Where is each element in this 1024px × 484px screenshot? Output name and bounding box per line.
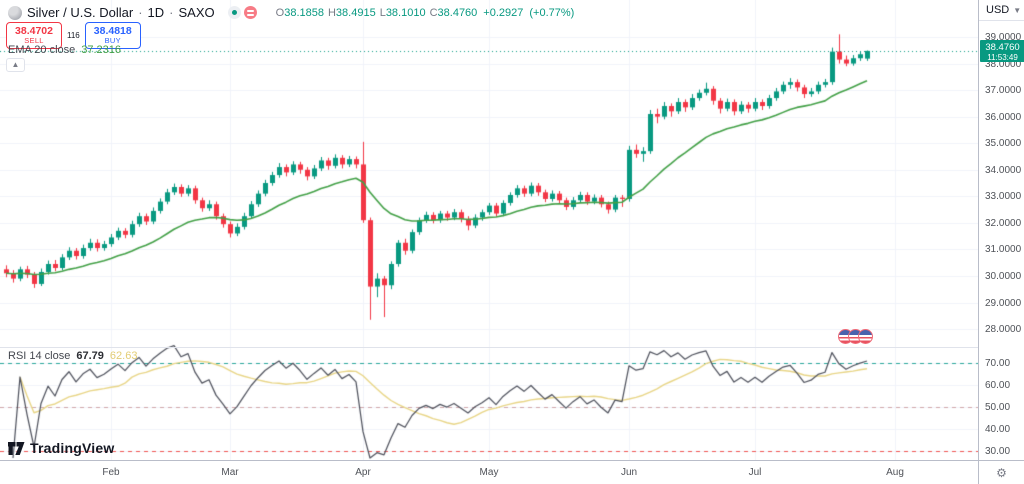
ema-legend[interactable]: EMA 20 close 37.2316 (8, 44, 121, 56)
price-tick-label: 36.0000 (985, 111, 1022, 123)
last-price-badge: 38.4760 11:53:49 (980, 40, 1024, 62)
tradingview-logo[interactable]: TradingView (8, 440, 114, 456)
month-tick-label[interactable]: Apr (355, 467, 371, 478)
currency-label: USD (986, 4, 1010, 16)
chevron-down-icon: ▼ (1013, 5, 1022, 15)
currency-selector[interactable]: USD ▼ (979, 0, 1024, 21)
tradingview-logo-text: TradingView (30, 440, 115, 456)
month-tick-label[interactable]: May (479, 467, 499, 478)
time-axis[interactable]: ⚙ Feb Mar Apr May Jun Jul Aug (0, 460, 1024, 484)
rsi-value: 67.79 (76, 350, 104, 362)
data-info-icon[interactable] (243, 6, 257, 19)
market-status-icon[interactable] (227, 6, 241, 19)
buy-price: 38.4818 (93, 25, 132, 37)
month-tick-label[interactable]: Aug (886, 467, 904, 478)
price-tick-label: 34.0000 (985, 164, 1022, 176)
bar-countdown: 11:53:49 (987, 53, 1018, 62)
spread-value: 116 (62, 31, 85, 40)
symbol-logo-icon (8, 5, 22, 20)
separator: · (169, 5, 174, 20)
rsi-legend[interactable]: RSI 14 close 67.79 62.63 (8, 350, 137, 362)
price-tick-label: 37.0000 (985, 85, 1022, 97)
status-icons (227, 6, 257, 19)
buy-label: BUY (104, 36, 121, 46)
low-value: 38.1010 (385, 6, 426, 19)
price-tick-label: 35.0000 (985, 138, 1022, 150)
price-tick-label: 38.0000 (985, 58, 1022, 70)
month-tick-label[interactable]: Feb (102, 467, 120, 478)
collapse-pane-button[interactable]: ▲ (6, 58, 25, 72)
ema-value: 37.2316 (81, 44, 122, 56)
rsi-tick-label: 70.00 (985, 358, 1011, 369)
sell-label: SELL (24, 36, 44, 46)
change-percent: (+0.77%) (529, 6, 575, 19)
gear-icon[interactable]: ⚙ (996, 466, 1007, 480)
price-tick-label: 33.0000 (985, 191, 1022, 203)
tradingview-mark-icon (8, 441, 25, 455)
price-axis[interactable]: USD ▼ 38.4760 11:53:49 39.0000 38.0000 37.… (978, 0, 1024, 460)
rsi-tick-label: 40.00 (985, 424, 1011, 435)
price-tick-label: 28.0000 (985, 324, 1022, 336)
high-value: 38.4915 (335, 6, 376, 19)
open-value: 38.1858 (284, 6, 324, 19)
trade-buttons: 38.4702 SELL 116 38.4818 BUY (6, 22, 141, 49)
change-value: +0.2927 (483, 6, 524, 19)
price-tick-label: 31.0000 (985, 244, 1022, 256)
axis-settings[interactable]: ⚙ (978, 461, 1024, 484)
price-tick-label: 32.0000 (985, 217, 1022, 229)
separator: · (138, 5, 143, 20)
rsi-tick-label: 60.00 (985, 380, 1011, 391)
ema-name: EMA 20 close (8, 44, 76, 56)
rsi-ma-value: 62.63 (109, 350, 138, 362)
buy-button[interactable]: 38.4818 BUY (84, 22, 141, 49)
last-price: 38.4760 (985, 42, 1020, 53)
reaction-bubbles[interactable] (838, 329, 873, 344)
price-tick-label: 30.0000 (985, 270, 1022, 282)
rsi-name: RSI 14 close (8, 350, 71, 362)
price-tick-label: 29.0000 (985, 297, 1022, 309)
rsi-tick-label: 30.00 (985, 446, 1011, 457)
interval-label[interactable]: 1D (147, 5, 165, 20)
symbol-name[interactable]: Silver / U.S. Dollar (27, 5, 134, 20)
sell-price: 38.4702 (15, 25, 53, 37)
rsi-tick-label: 50.00 (985, 402, 1011, 413)
ohlc-values: O38.1858 H38.4915 L38.1010 C38.4760 +0.2… (275, 6, 575, 19)
month-tick-label[interactable]: Mar (221, 467, 239, 478)
sell-button[interactable]: 38.4702 SELL (6, 22, 62, 49)
month-tick-label[interactable]: Jul (748, 467, 762, 478)
price-tick-label: 39.0000 (985, 32, 1022, 43)
symbol-legend[interactable]: Silver / U.S. Dollar · 1D · SAXO O38.185… (8, 5, 574, 20)
exchange-label[interactable]: SAXO (178, 5, 215, 20)
chart-canvas[interactable] (0, 0, 978, 460)
close-value: 38.4760 (437, 6, 478, 19)
month-tick-label[interactable]: Jun (620, 467, 638, 478)
reaction-flag-icon[interactable] (858, 329, 873, 344)
pane-separator[interactable] (0, 347, 1024, 348)
